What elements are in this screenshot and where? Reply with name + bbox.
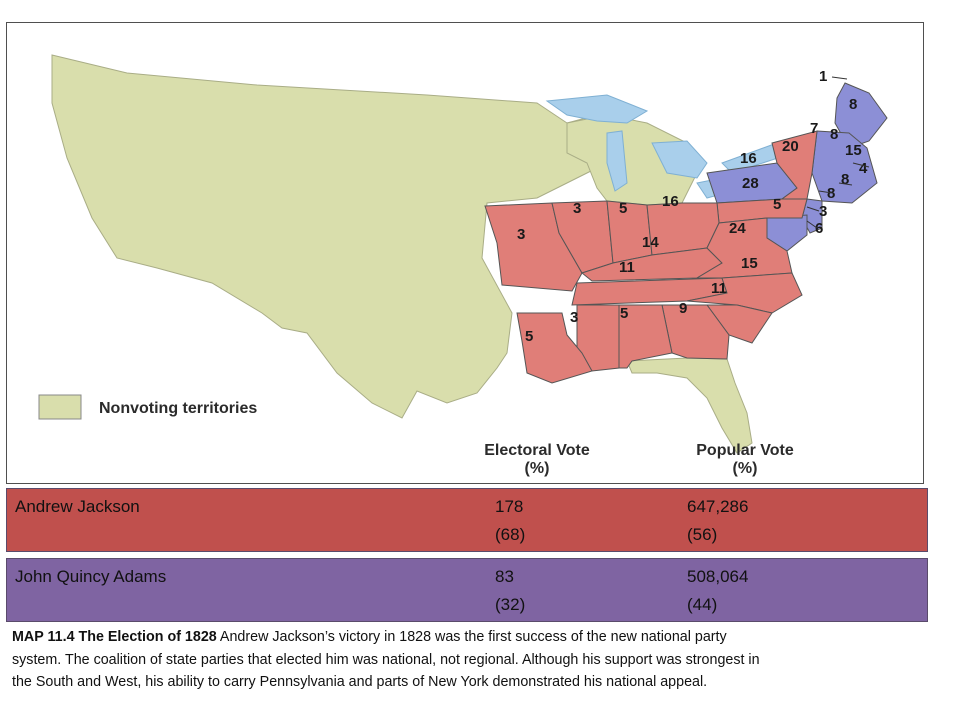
state-label: 11 [619,259,635,276]
state-label: 5 [525,328,533,345]
state-label: 24 [729,220,746,237]
state-label: 4 [859,160,868,177]
state-label: 15 [741,255,758,272]
state-label: 28 [742,175,759,192]
electoral-vote-header: Electoral Vote [484,442,590,459]
state-label: 3 [517,226,525,243]
state-label: 5 [620,305,628,322]
state-label: 16 [740,150,757,167]
state-label: 8 [830,126,838,143]
popular-count: 647,286 [687,497,749,516]
nonvoting-legend-swatch [38,394,82,420]
state-label: 9 [679,300,687,317]
state-label: 5 [619,200,627,217]
candidate-name: Andrew Jackson [15,497,140,516]
electoral-count: 178 [495,497,524,516]
state-label: 8 [849,96,857,113]
electoral-percent: (68) [495,525,526,544]
state-mississippi [576,304,620,372]
state-label: 8 [827,185,835,202]
us-map-svg: 1 8 7 8 15 4 8 20 16 8 28 5 3 6 3 3 5 16… [38,54,888,477]
caption-label: MAP 11.4 The Election of 1828 [12,629,217,645]
result-row-jackson: Andrew Jackson 178 (68) 647,286 (56) [6,488,928,552]
state-label: 20 [782,138,799,155]
state-label: 8 [841,171,849,188]
candidate-name: John Quincy Adams [15,567,167,586]
state-label: 3 [819,203,827,220]
state-label: 15 [845,142,862,159]
state-label: 7 [810,120,818,137]
state-label: 1 [819,68,827,85]
state-indiana [606,200,653,264]
state-label: 3 [573,200,581,217]
popular-count: 508,064 [687,567,749,586]
result-row-adams: John Quincy Adams 83 (32) 508,064 (44) [6,558,928,622]
electoral-percent: (32) [495,595,526,614]
popular-pct-header: (%) [733,460,758,477]
state-label: 16 [662,193,679,210]
popular-vote: 647,286 (56) [687,493,748,549]
election-map: 1 8 7 8 15 4 8 20 16 8 28 5 3 6 3 3 5 16… [6,22,924,484]
electoral-vote: 178 (68) [495,493,525,549]
state-label: 3 [570,309,578,326]
state-label: 6 [815,220,823,237]
electoral-count: 83 [495,567,514,586]
popular-percent: (44) [687,595,718,614]
popular-vote-header: Popular Vote [696,442,794,459]
electoral-pct-header: (%) [525,460,550,477]
great-lakes [545,94,788,199]
state-louisiana [516,312,593,384]
state-virginia [695,217,793,279]
state-label: 11 [711,280,727,297]
state-label: 14 [642,234,659,251]
popular-percent: (56) [687,525,718,544]
state-label: 5 [773,196,781,213]
map-caption: MAP 11.4 The Election of 1828 Andrew Jac… [12,626,772,694]
electoral-vote: 83 (32) [495,563,525,619]
state-new-england [811,130,878,204]
florida-territory [626,357,753,454]
nonvoting-legend-label: Nonvoting territories [99,400,257,417]
caption-text: Andrew Jackson’s victory in 1828 was the… [12,629,760,690]
popular-vote: 508,064 (44) [687,563,748,619]
